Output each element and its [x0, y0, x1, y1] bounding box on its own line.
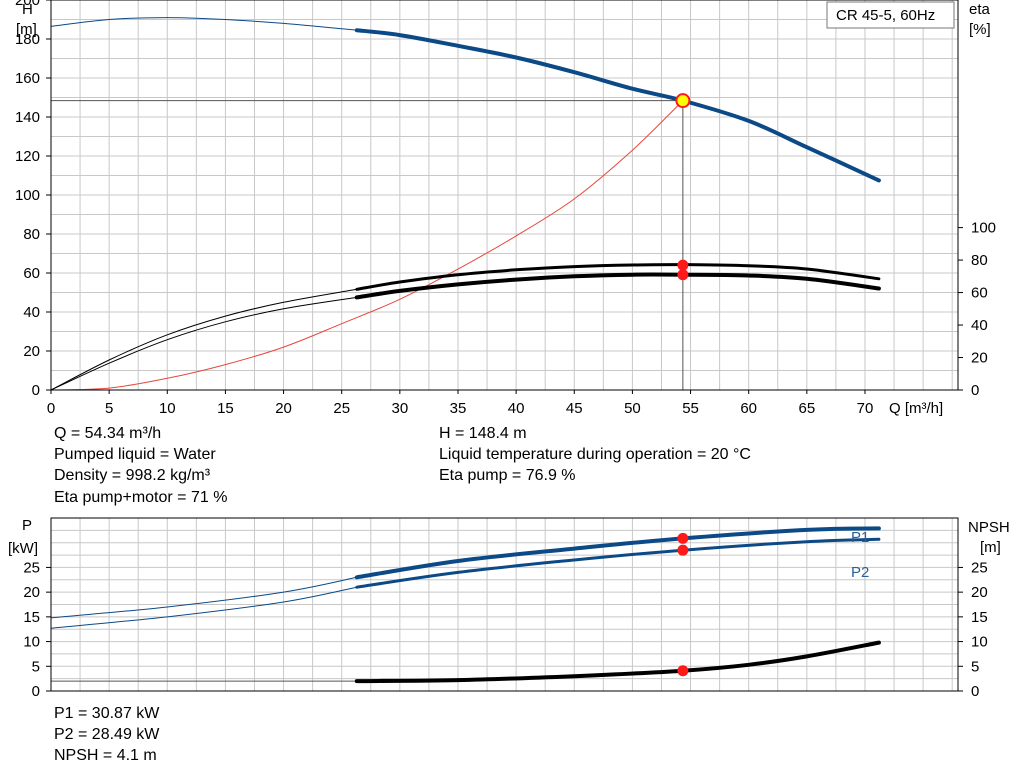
- lower-chart-curves: [50, 526, 881, 684]
- head-tick-label: 100: [15, 187, 40, 204]
- npsh-axis-label: NPSH: [968, 519, 1010, 536]
- npsh-tick-label: 10: [971, 634, 988, 651]
- upper-chart-curves: [50, 17, 881, 391]
- temperature-readout: Liquid temperature during operation = 20…: [439, 446, 751, 463]
- npsh-marker: [677, 665, 689, 677]
- operating-point-markers: [675, 93, 691, 677]
- eta-tick-label: 80: [971, 252, 988, 269]
- eta_total-curve-extrapolated: [50, 296, 357, 391]
- npsh-tick-label: 15: [971, 609, 988, 626]
- eta-tick-label: 20: [971, 350, 988, 367]
- system-curve: [50, 100, 684, 391]
- power-tick-label: 5: [32, 658, 40, 675]
- head-tick-label: 80: [23, 226, 40, 243]
- eta_total-curve: [354, 272, 881, 300]
- npsh-axis-unit: [m]: [980, 539, 1001, 556]
- power-axis-unit: [kW]: [8, 540, 38, 557]
- head-tick-label: 200: [15, 0, 40, 9]
- head-curve-extrapolated: [50, 17, 357, 31]
- npsh-readout: NPSH = 4.1 m: [54, 747, 157, 764]
- p2-curve-extrapolated: [50, 586, 357, 629]
- head-tick-label: 160: [15, 70, 40, 87]
- flow-readout: Q = 54.34 m³/h: [54, 425, 162, 442]
- lower-chart-frame: [50, 517, 959, 692]
- npsh-tick-label: 0: [971, 683, 979, 700]
- axis-tick-labels: 0 5 10 15 20 25 30 35 40 45 50 55 60 65 70020406080100…: [15, 0, 996, 700]
- x-tick-label: 40: [508, 400, 525, 417]
- x-tick-label: 15: [217, 400, 234, 417]
- pump-model-legend-box: [826, 1, 955, 29]
- npsh-curve: [354, 640, 881, 684]
- eta-tick-label: 60: [971, 285, 988, 302]
- x-tick-label: 70: [857, 400, 874, 417]
- power-tick-label: 25: [23, 559, 40, 576]
- p1-marker: [677, 532, 689, 544]
- head-axis-unit: [m]: [16, 21, 37, 38]
- x-tick-label: 30: [392, 400, 409, 417]
- eta-tick-label: 100: [971, 220, 996, 237]
- eta_pump-curve-extrapolated: [50, 288, 357, 391]
- power-axis-label: P: [22, 517, 32, 534]
- eta-axis-label: eta: [969, 1, 991, 18]
- npsh-tick-label: 20: [971, 584, 988, 601]
- x-tick-label: 50: [624, 400, 641, 417]
- x-tick-label: 5: [105, 400, 113, 417]
- upper-chart-grid: [50, 0, 958, 391]
- eta-pump-marker: [677, 259, 689, 271]
- power-tick-label: 20: [23, 584, 40, 601]
- flow-axis-label: Q [m³/h]: [889, 400, 943, 417]
- eta_pump-curve: [355, 263, 881, 291]
- duty-point-marker: [675, 93, 691, 109]
- head-tick-label: 20: [23, 343, 40, 360]
- eta-tick-label: 0: [971, 382, 979, 399]
- x-tick-label: 55: [682, 400, 699, 417]
- p2-series-label: P2: [851, 564, 869, 581]
- power-tick-label: 15: [23, 609, 40, 626]
- head-tick-label: 60: [23, 265, 40, 282]
- head-tick-label: 40: [23, 304, 40, 321]
- p1-series-label: P1: [851, 529, 869, 546]
- eta-total-readout: Eta pump+motor = 71 %: [54, 489, 228, 506]
- eta-tick-label: 40: [971, 317, 988, 334]
- npsh-tick-label: 25: [971, 559, 988, 576]
- liquid-readout: Pumped liquid = Water: [54, 446, 216, 463]
- eta-pump-readout: Eta pump = 76.9 %: [439, 467, 576, 484]
- eta-total-marker: [677, 269, 689, 281]
- head-tick-label: 180: [15, 31, 40, 48]
- x-tick-label: 65: [798, 400, 815, 417]
- p1-curve: [354, 526, 881, 580]
- x-tick-label: 60: [740, 400, 757, 417]
- head-tick-label: 140: [15, 109, 40, 126]
- power-tick-label: 0: [32, 683, 40, 700]
- head-tick-label: 120: [15, 148, 40, 165]
- p1-curve-extrapolated: [50, 576, 357, 619]
- density-readout: Density = 998.2 kg/m³: [54, 467, 211, 484]
- p2-curve: [355, 537, 881, 589]
- x-tick-label: 35: [450, 400, 467, 417]
- head-curve: [354, 28, 881, 183]
- x-tick-label: 45: [566, 400, 583, 417]
- upper-chart-frame: [50, 0, 959, 391]
- p2-marker: [677, 544, 689, 556]
- x-tick-label: 0: [47, 400, 55, 417]
- head-axis-label: H: [22, 1, 33, 18]
- head-tick-label: 0: [32, 382, 40, 399]
- p1-readout: P1 = 30.87 kW: [54, 705, 160, 722]
- head-readout: H = 148.4 m: [439, 425, 527, 442]
- x-tick-label: 25: [333, 400, 350, 417]
- pump-model-legend-text: CR 45-5, 60Hz: [836, 7, 935, 24]
- x-tick-label: 10: [159, 400, 176, 417]
- npsh-tick-label: 5: [971, 658, 979, 675]
- eta-axis-unit: [%]: [969, 21, 991, 38]
- x-tick-label: 20: [275, 400, 292, 417]
- p2-readout: P2 = 28.49 kW: [54, 726, 160, 743]
- power-tick-label: 10: [23, 634, 40, 651]
